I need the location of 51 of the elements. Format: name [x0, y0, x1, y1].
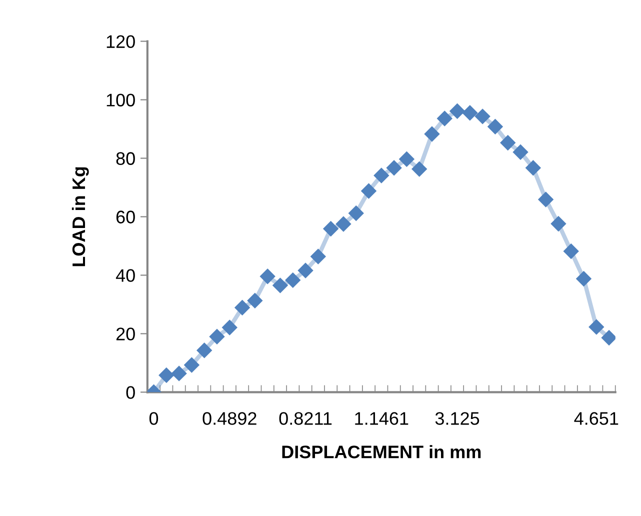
y-tick-label: 120: [106, 35, 135, 48]
x-tick-label: 1.1461: [355, 412, 408, 425]
point: [399, 152, 414, 167]
point: [437, 110, 452, 126]
x-tick-label: 0.4892: [202, 412, 256, 425]
point: [184, 357, 200, 373]
x-tick-label: 4.651: [574, 412, 618, 425]
point: [500, 135, 516, 150]
point: [588, 319, 604, 335]
point: [196, 342, 212, 358]
point: [512, 144, 528, 160]
point: [158, 368, 174, 383]
x-tick-label: 3.125: [435, 412, 480, 425]
point: [412, 161, 427, 177]
point: [260, 268, 276, 284]
point: [550, 216, 566, 232]
y-tick-label: 60: [116, 210, 135, 224]
point: [247, 293, 262, 308]
point: [222, 320, 238, 336]
x-tick-label: 0.8211: [279, 412, 332, 425]
y-tick-label: 0: [126, 386, 135, 399]
point: [601, 330, 616, 346]
y-tick-label: 40: [116, 269, 135, 282]
point: [450, 104, 465, 119]
point: [323, 221, 338, 236]
point: [336, 216, 352, 232]
point: [171, 366, 187, 382]
point: [298, 262, 314, 278]
y-axis-title: LOAD in Kg: [72, 167, 89, 266]
point: [424, 126, 440, 142]
x-tick-label: 0: [149, 412, 158, 425]
point: [564, 244, 579, 259]
point: [462, 105, 478, 120]
point: [209, 329, 225, 344]
point: [386, 160, 402, 176]
point: [361, 183, 376, 199]
point: [310, 248, 326, 264]
point: [272, 278, 288, 294]
y-tick-label: 80: [116, 152, 135, 165]
point: [348, 206, 364, 221]
point: [576, 271, 592, 286]
point: [488, 119, 503, 134]
y-tick-label: 20: [116, 328, 135, 340]
point: [475, 108, 490, 124]
point: [285, 272, 300, 288]
x-axis-title: DISPLACEMENT in mm: [282, 445, 481, 458]
point: [526, 160, 541, 176]
point: [538, 192, 554, 208]
y-tick-label: 100: [106, 94, 135, 106]
point: [374, 168, 389, 184]
point: [234, 300, 250, 316]
